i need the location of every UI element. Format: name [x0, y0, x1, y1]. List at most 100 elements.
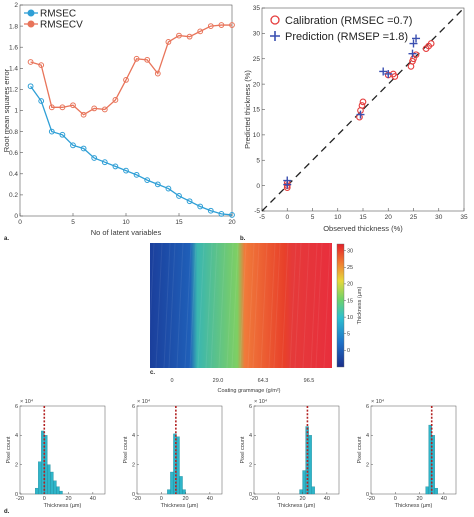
chart-a-ytick-label: 0.6 — [9, 150, 18, 157]
chart-d-bar — [302, 470, 306, 495]
chart-c-texture-streak — [197, 242, 205, 369]
chart-d-xtick-label: 20 — [183, 496, 189, 502]
chart-a-point-rmsecv — [101, 106, 108, 113]
chart-a-ytick-label: 0.4 — [9, 171, 18, 178]
chart-c-texture-streak — [218, 242, 226, 369]
chart-d-bar — [179, 476, 183, 495]
panel-d-label: d. — [4, 509, 10, 515]
chart-a-point-rmsecv — [48, 104, 55, 111]
chart-d-ytick-label: 6 — [132, 404, 135, 410]
chart-a-point-rmsecv — [197, 28, 204, 35]
chart-a-xlabel: No of latent variables — [91, 228, 162, 237]
chart-a-point-rmsec — [165, 185, 172, 192]
chart-b-ytick-label: 15 — [253, 107, 261, 114]
chart-d-ytick-label: 4 — [15, 433, 18, 439]
chart-a-point-rmsecv — [27, 59, 34, 65]
chart-d-xtick-label: 40 — [90, 496, 96, 502]
chart-c-texture-streak — [226, 242, 234, 369]
chart-c-texture-streak — [260, 242, 268, 369]
chart-b-xtick-label: 5 — [311, 214, 315, 221]
chart-d-bar — [35, 487, 39, 495]
chart-b-point-prediction — [356, 110, 365, 119]
chart-c-colorbar-tick-label: 20 — [347, 282, 353, 288]
chart-d-xtick-label: -20 — [16, 496, 24, 502]
chart-a-legend-label: RMSECV — [40, 20, 83, 31]
chart-d-ylabel: Pixel count — [240, 436, 246, 463]
chart-c-texture-streak — [281, 242, 289, 369]
chart-a-legend-marker — [27, 9, 35, 17]
chart-d-frame — [253, 405, 340, 495]
chart-b-legend-marker-calibration — [270, 15, 280, 25]
chart-c-texture-streak — [205, 242, 213, 369]
chart-d-ytick-label: 0 — [249, 492, 252, 498]
chart-d-xtick-label: 20 — [66, 496, 72, 502]
chart-c-colorbar-tick-label: 0 — [347, 348, 350, 354]
chart-d-xtick-label: -20 — [367, 496, 375, 502]
chart-a-point-rmsec — [91, 155, 98, 161]
chart-d-xtick-label: 0 — [394, 496, 397, 502]
chart-d-xtick-label: 20 — [300, 496, 306, 502]
chart-c-texture-streak — [155, 242, 163, 369]
chart-a-point-rmsec — [70, 142, 76, 149]
chart-b-xtick-label: 0 — [285, 214, 289, 221]
chart-a-ytick-label: 1 — [14, 108, 18, 115]
chart-a-point-rmsecv — [154, 70, 161, 77]
chart-d-ytick-label: 2 — [366, 462, 369, 468]
chart-d-y-multiplier: × 10⁴ — [137, 398, 151, 405]
chart-b-xtick-label: 15 — [359, 214, 367, 221]
chart-d-ytick-label: 4 — [132, 433, 135, 439]
chart-a-ytick-label: 1.8 — [9, 23, 18, 30]
chart-d-frame — [370, 405, 457, 495]
chart-c-texture-streak — [289, 242, 297, 369]
chart-d-xtick-label: 0 — [277, 496, 280, 502]
chart-d-bar — [182, 489, 186, 495]
chart-a-point-rmsecv — [229, 22, 235, 28]
chart-b-ytick-label: 20 — [253, 81, 261, 88]
chart-c-texture-streak — [231, 242, 239, 369]
chart-d-xlabel: Thickness (µm) — [44, 503, 82, 509]
chart-d-xtick-label: 40 — [441, 496, 447, 502]
chart-c-category-label: 64.3 — [258, 378, 269, 384]
chart-d-xtick-label: 0 — [160, 496, 163, 502]
chart-d-bar — [170, 471, 174, 495]
chart-b-ytick-label: 25 — [253, 56, 261, 63]
chart-a-point-rmsecv — [59, 104, 66, 111]
chart-d-ytick-label: 6 — [15, 404, 18, 410]
chart-b-point-prediction — [409, 39, 418, 48]
chart-a-point-rmsecv — [176, 32, 182, 39]
chart-a-point-rmsecv — [144, 56, 151, 63]
chart-d-ytick-label: 0 — [132, 492, 135, 498]
chart-d-xlabel: Thickness (µm) — [278, 503, 316, 509]
chart-d-y-multiplier: × 10⁴ — [20, 398, 34, 405]
chart-a-point-rmsecv — [133, 55, 140, 62]
chart-b-ytick-label: 35 — [253, 5, 261, 12]
chart-c-texture-streak — [247, 242, 255, 369]
chart-b-ytick-label: 0 — [256, 183, 260, 190]
chart-d-bar — [311, 486, 315, 495]
chart-b-xtick-label: 10 — [334, 214, 342, 221]
chart-a-xtick-label: 15 — [175, 219, 183, 226]
chart-d-bar — [434, 487, 438, 495]
panel-c-label: c. — [150, 370, 155, 376]
chart-c-texture-streak — [168, 242, 176, 369]
chart-d-y-multiplier: × 10⁴ — [371, 398, 385, 405]
chart-d-bar — [53, 480, 57, 495]
chart-d-xtick-label: -20 — [250, 496, 258, 502]
chart-d-bar — [59, 490, 63, 495]
chart-d-ytick-label: 4 — [366, 433, 369, 439]
chart-b-point-calibration — [358, 102, 366, 109]
chart-a-point-rmsecv — [207, 23, 214, 30]
chart-a-ytick-label: 1.4 — [9, 66, 18, 73]
chart-a-point-rmsec — [133, 171, 140, 178]
chart-a-point-rmsecv — [91, 105, 98, 112]
chart-d-frame — [19, 405, 106, 495]
chart-d-ytick-label: 0 — [366, 492, 369, 498]
chart-b-point-prediction — [379, 67, 388, 76]
chart-c-colorbar-tick-label: 15 — [347, 298, 353, 304]
chart-a-point-rmsec — [80, 145, 87, 152]
chart-c-texture-streak — [252, 242, 260, 369]
chart-b-ytick-label: -5 — [254, 208, 260, 215]
chart-a-ylabel: Root mean squares error — [2, 68, 11, 152]
chart-a-ytick-label: 1.2 — [9, 87, 18, 94]
